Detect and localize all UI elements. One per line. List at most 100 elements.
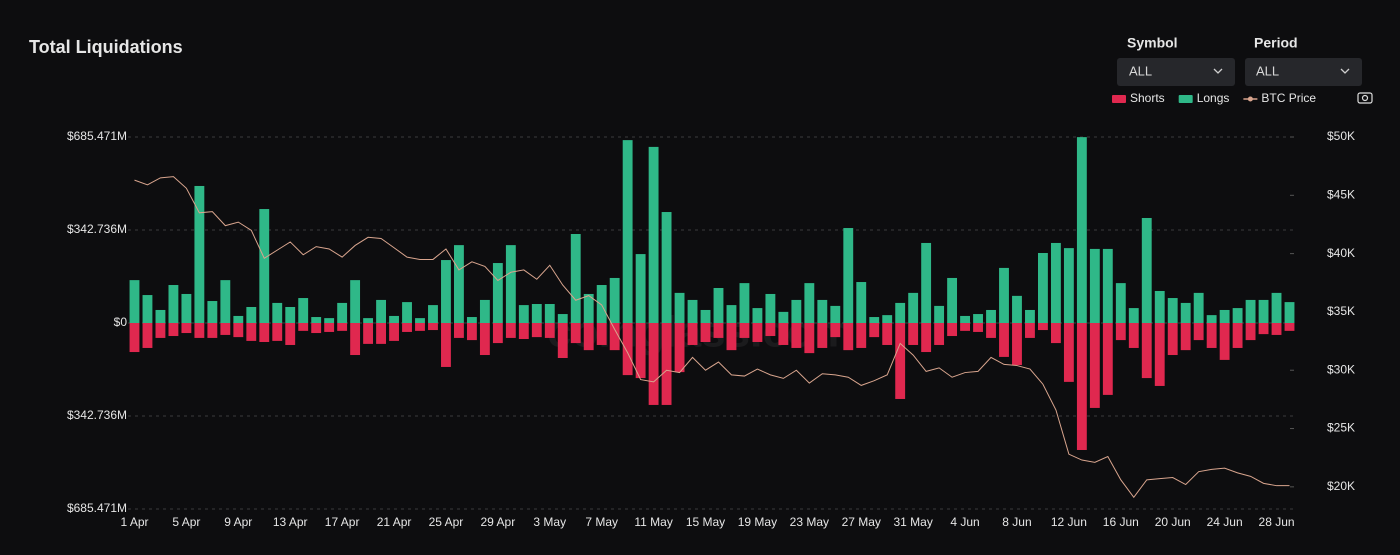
- bar: [713, 287, 724, 323]
- bar: [363, 323, 374, 344]
- y-tick-label: $0: [114, 315, 128, 329]
- bar: [337, 323, 348, 331]
- x-tick-label: 27 May: [842, 515, 881, 529]
- dropdown-value[interactable]: ALL: [1256, 63, 1279, 78]
- bar: [1038, 323, 1048, 331]
- bar: [454, 323, 464, 338]
- bar: [817, 323, 828, 348]
- bar: [1167, 323, 1178, 356]
- camera-body[interactable]: [1357, 92, 1373, 104]
- bar: [648, 323, 659, 405]
- bar: [220, 280, 231, 323]
- chart-title: Total Liquidations: [29, 37, 183, 57]
- bar: [869, 317, 880, 323]
- bar: [415, 318, 425, 323]
- legend-swatch: [1247, 96, 1253, 102]
- bar: [1050, 242, 1061, 323]
- bar: [622, 323, 633, 376]
- bar: [220, 323, 231, 335]
- bar: [856, 282, 867, 323]
- chevron[interactable]: [1213, 68, 1223, 74]
- x-tick-label: 28 Jun: [1259, 515, 1295, 529]
- bar: [817, 299, 828, 323]
- bar: [1167, 298, 1178, 323]
- bar: [402, 302, 412, 323]
- bar: [986, 309, 996, 323]
- bar: [739, 323, 750, 338]
- bar: [960, 323, 970, 331]
- bar: [635, 323, 646, 379]
- chevron[interactable]: [1340, 68, 1350, 74]
- bar: [921, 323, 932, 353]
- bar: [1219, 309, 1230, 323]
- bar: [415, 323, 425, 331]
- bar: [1141, 217, 1152, 323]
- bar: [1206, 323, 1217, 348]
- bar: [726, 305, 737, 323]
- camera-icon[interactable]: [1357, 92, 1373, 104]
- bar: [1193, 292, 1204, 323]
- bar: [869, 323, 880, 338]
- bar: [518, 323, 529, 340]
- bar: [1258, 323, 1269, 335]
- bar: [687, 323, 698, 345]
- bar: [518, 305, 529, 323]
- bar: [1089, 323, 1100, 408]
- bar: [687, 299, 698, 323]
- legend: Shorts Longs BTC Price: [1112, 91, 1316, 105]
- dropdown[interactable]: ALL: [1245, 58, 1362, 86]
- bar: [181, 293, 192, 323]
- bar: [1284, 323, 1295, 331]
- bar: [441, 260, 451, 323]
- bar: [1206, 315, 1217, 323]
- bar: [843, 228, 854, 323]
- bar: [1128, 308, 1139, 323]
- y2-tick-label: $20K: [1327, 479, 1355, 493]
- control-label: Symbol: [1127, 35, 1178, 51]
- legend-swatch: [1112, 95, 1126, 103]
- bar: [570, 323, 581, 344]
- x-tick-label: 20 Jun: [1155, 515, 1191, 529]
- bar: [583, 323, 594, 351]
- bar: [648, 146, 659, 323]
- x-tick-label: 23 May: [790, 515, 829, 529]
- bar: [843, 323, 854, 351]
- bar: [389, 315, 399, 323]
- dropdown-value[interactable]: ALL: [1129, 63, 1152, 78]
- bar: [882, 323, 893, 345]
- y-tick-label: $342.736M: [67, 222, 127, 236]
- bar: [402, 323, 412, 332]
- bar: [1050, 323, 1061, 344]
- bar: [1141, 323, 1152, 379]
- x-tick-label: 25 Apr: [429, 515, 464, 529]
- bar: [233, 323, 244, 338]
- bar: [1063, 248, 1074, 323]
- bar: [492, 263, 503, 323]
- dropdown-box[interactable]: [1245, 58, 1362, 86]
- bar: [181, 323, 192, 334]
- bar: [1076, 137, 1087, 323]
- y-tick-label: $685.471M: [67, 129, 127, 143]
- y2-tick-label: $50K: [1327, 129, 1355, 143]
- bar: [1063, 323, 1074, 382]
- camera-lens[interactable]: [1361, 94, 1369, 102]
- x-tick-label: 1 Apr: [120, 515, 148, 529]
- bar: [285, 323, 296, 345]
- bar: [466, 317, 477, 323]
- bar: [921, 242, 932, 323]
- bar: [999, 323, 1009, 357]
- bar: [791, 323, 802, 348]
- bar: [1025, 323, 1035, 338]
- bar: [324, 318, 335, 323]
- x-tick-label: 17 Apr: [325, 515, 360, 529]
- bar: [531, 304, 542, 323]
- bar: [661, 212, 672, 323]
- x-tick-label: 13 Apr: [273, 515, 308, 529]
- bar: [1219, 323, 1230, 360]
- bar: [1025, 309, 1035, 323]
- bar: [947, 277, 958, 323]
- dropdown[interactable]: ALL: [1117, 58, 1235, 86]
- bar: [298, 323, 309, 331]
- dropdown-box[interactable]: [1117, 58, 1235, 86]
